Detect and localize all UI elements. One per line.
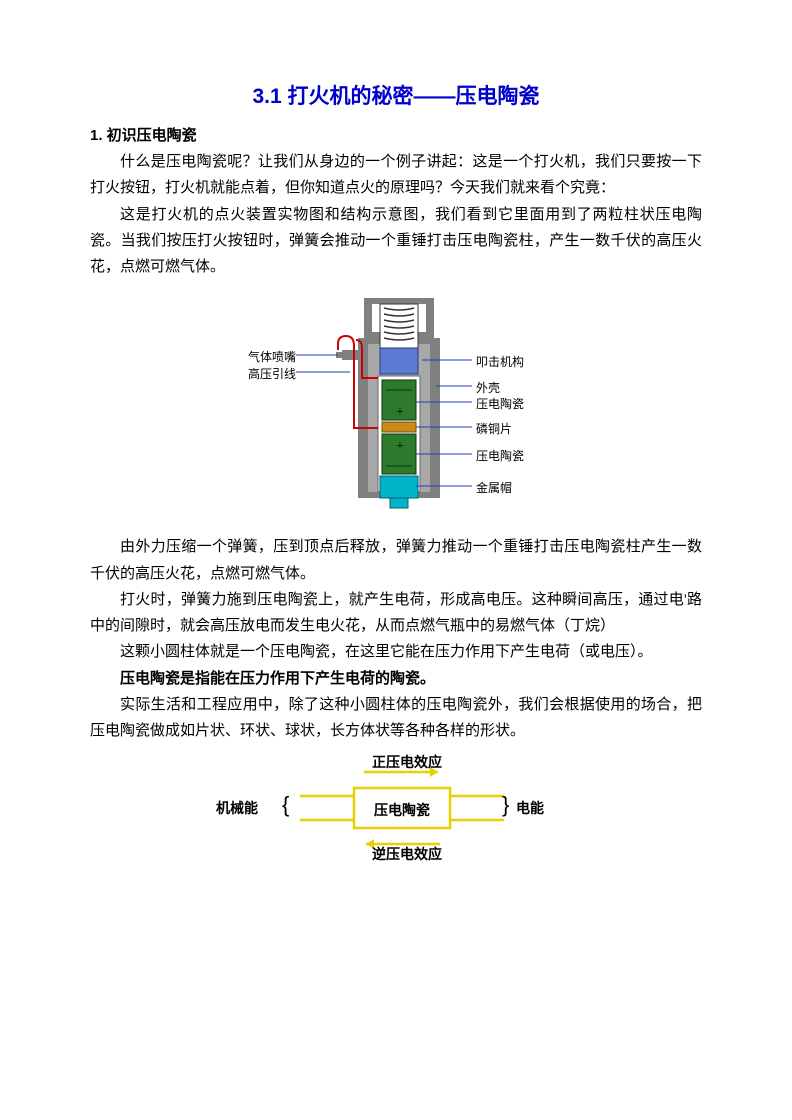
label-nozzle: 气体喷嘴 bbox=[248, 348, 296, 365]
section-heading-1: 1. 初识压电陶瓷 bbox=[90, 124, 702, 145]
label-piezo1: 压电陶瓷 bbox=[476, 395, 524, 412]
label-forward-effect: 正压电效应 bbox=[372, 752, 442, 772]
label-hammer: 叩击机构 bbox=[476, 353, 524, 370]
brace-right: } bbox=[502, 792, 509, 818]
label-shell: 外壳 bbox=[476, 379, 500, 396]
label-center: 压电陶瓷 bbox=[374, 800, 430, 820]
paragraph: 什么是压电陶瓷呢？让我们从身边的一个例子讲起：这是一个打火机，我们只要按一下打火… bbox=[90, 149, 702, 202]
paragraph: 实际生活和工程应用中，除了这种小圆柱体的压电陶瓷外，我们会根据使用的场合，把压电… bbox=[90, 692, 702, 745]
svg-text:+: + bbox=[396, 405, 404, 420]
label-lead: 高压引线 bbox=[248, 365, 296, 382]
paragraph: 这是打火机的点火装置实物图和结构示意图，我们看到它里面用到了两粒柱状压电陶瓷。当… bbox=[90, 202, 702, 281]
brace-left: { bbox=[282, 792, 289, 818]
label-piezo2: 压电陶瓷 bbox=[476, 447, 524, 464]
paragraph: 由外力压缩一个弹簧，压到顶点后释放，弹簧力推动一个重锤打击压电陶瓷柱产生一数千伏… bbox=[90, 534, 702, 587]
definition: 压电陶瓷是指能在压力作用下产生电荷的陶瓷。 bbox=[90, 666, 702, 692]
label-cap: 金属帽 bbox=[476, 479, 512, 496]
svg-text:+: + bbox=[396, 439, 404, 454]
figure-2-wrap: 正压电效应 逆压电效应 压电陶瓷 机械能 { 电能 } bbox=[90, 754, 702, 859]
lighter-diagram: + + 气体喷嘴 高压引线 bbox=[246, 290, 546, 520]
figure-1-wrap: + + 气体喷嘴 高压引线 bbox=[90, 290, 702, 520]
label-inverse-effect: 逆压电效应 bbox=[372, 844, 442, 864]
piezo-effect-diagram: 正压电效应 逆压电效应 压电陶瓷 机械能 { 电能 } bbox=[216, 754, 576, 859]
label-mechanical: 机械能 bbox=[216, 798, 258, 818]
label-copper: 磷铜片 bbox=[476, 420, 512, 437]
paragraph: 这颗小圆柱体就是一个压电陶瓷，在这里它能在压力作用下产生电荷（或电压）。 bbox=[90, 639, 702, 665]
page-title: 3.1 打火机的秘密——压电陶瓷 bbox=[90, 80, 702, 110]
label-electrical: 电能 bbox=[516, 798, 544, 818]
paragraph: 打火时，弹簧力施到压电陶瓷上，就产生电荷，形成高电压。这种瞬间高压，通过电'路中… bbox=[90, 587, 702, 640]
